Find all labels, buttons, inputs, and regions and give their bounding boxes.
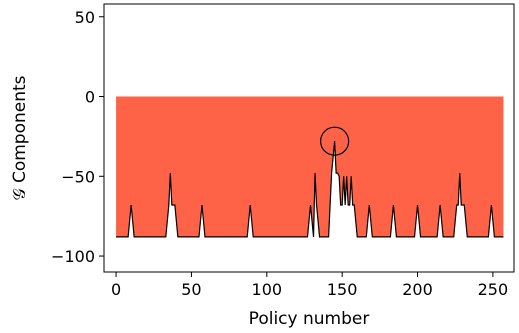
annotation-circle (320, 126, 350, 156)
series-line (116, 141, 504, 238)
y-tick-label: 0 (85, 88, 95, 107)
y-tick-label: −50 (61, 167, 95, 186)
x-axis-label: Policy number (249, 309, 370, 329)
x-tick-label: 100 (252, 280, 283, 299)
y-axis: 50 0 −50 −100 (51, 8, 104, 266)
filled-area (116, 96, 504, 237)
x-tick-label: 200 (402, 280, 433, 299)
x-tick-label: 50 (181, 280, 201, 299)
x-axis: 0 50 100 150 200 250 (111, 272, 508, 299)
axes-frame (103, 3, 515, 273)
x-tick-label: 250 (478, 280, 509, 299)
x-tick-label: 150 (327, 280, 358, 299)
y-tick-label: −100 (51, 247, 95, 266)
x-tick-label: 0 (111, 280, 121, 299)
axes-box (103, 3, 515, 273)
y-tick-label: 50 (75, 8, 95, 27)
y-axis-label: 𝒢 Components (10, 75, 30, 200)
plot-area (116, 96, 504, 238)
